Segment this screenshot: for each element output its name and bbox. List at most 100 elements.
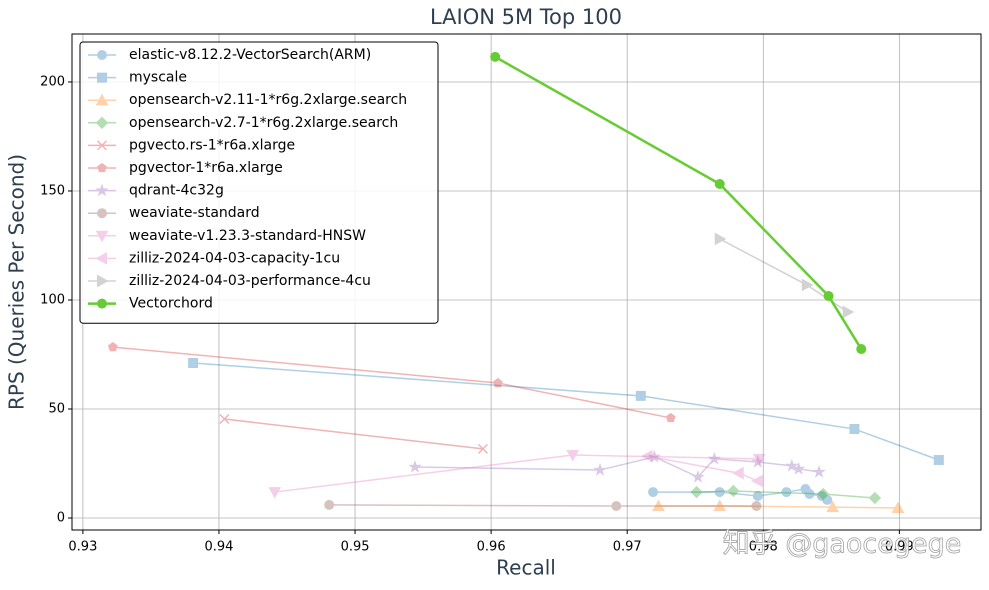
x-tick-label: 0.98 (749, 540, 778, 555)
legend-label: weaviate-standard (129, 205, 260, 221)
series-line (494, 55, 863, 350)
data-point (812, 464, 826, 478)
y-axis-label: RPS (Queries Per Second) (5, 154, 29, 410)
data-point (324, 499, 335, 510)
data-point (707, 451, 721, 465)
data-point (566, 450, 580, 462)
series (188, 357, 944, 466)
data-point (107, 341, 118, 352)
series (268, 450, 766, 499)
series-line (112, 346, 671, 419)
legend-label: Vectorchord (129, 296, 213, 312)
data-point (868, 491, 882, 505)
data-point (188, 357, 199, 368)
series (324, 499, 762, 512)
legend-marker (97, 298, 107, 309)
legend-entry (88, 208, 116, 219)
legend: elastic-v8.12.2-VectorSearch(ARM) myscale… (79, 41, 439, 324)
legend-entry (88, 298, 116, 309)
data-point (635, 390, 646, 401)
legend-label: weaviate-v1.23.3-standard-HNSW (129, 228, 366, 244)
x-tick-label: 0.94 (204, 540, 233, 555)
legend-entry (88, 116, 116, 130)
data-point (822, 494, 833, 505)
series (107, 341, 676, 423)
data-point (714, 178, 725, 189)
data-point (268, 487, 282, 499)
series-line (647, 455, 759, 482)
data-point (804, 489, 815, 500)
series (641, 449, 763, 488)
data-point (816, 487, 830, 501)
legend-entry (88, 230, 116, 243)
watermark: 知乎 @gaocegege (723, 529, 962, 560)
series (690, 484, 882, 505)
legend-entry (88, 72, 116, 83)
x-tick-label: 0.93 (68, 540, 97, 555)
legend-label: zilliz-2024-04-03-capacity-1cu (129, 250, 340, 266)
data-point (816, 490, 827, 501)
legend-marker (95, 116, 109, 130)
x-tick-label: 0.95 (341, 540, 370, 555)
series (714, 232, 855, 319)
series-line (193, 362, 940, 461)
data-point (714, 487, 725, 498)
legend-label: opensearch-v2.7-1*r6g.2xlarge.search (129, 115, 398, 131)
data-point (826, 500, 840, 513)
data-point (801, 278, 814, 292)
series-line (658, 505, 899, 509)
data-point (856, 344, 867, 355)
legend-marker (95, 230, 109, 243)
legend-label: elastic-v8.12.2-VectorSearch(ARM) (129, 47, 371, 63)
data-point (891, 501, 905, 513)
series (652, 499, 905, 513)
legend-entry (88, 93, 116, 106)
data-point (408, 459, 422, 473)
legend-marker (95, 252, 107, 265)
y-tick-label: 100 (40, 292, 65, 307)
data-point (727, 484, 740, 498)
data-point (713, 499, 727, 512)
series-line (274, 454, 760, 493)
data-point (751, 454, 765, 468)
plot-frame (71, 33, 982, 531)
y-tick-label: 0 (57, 511, 65, 526)
data-point (842, 305, 855, 319)
data-point (933, 455, 944, 466)
x-axis-label: Recall (496, 556, 556, 580)
data-point (477, 443, 488, 454)
data-point (791, 461, 806, 475)
data-point (849, 424, 860, 435)
data-point (714, 232, 727, 246)
legend-label: opensearch-v2.11-1*r6g.2xlarge.search (129, 92, 407, 108)
legend-entry (88, 183, 116, 197)
data-point (752, 490, 763, 501)
series (219, 413, 488, 454)
legend-marker (97, 72, 107, 83)
legend-entry (88, 252, 116, 265)
legend-label: myscale (129, 70, 187, 86)
data-point (652, 499, 665, 512)
series-line (653, 488, 828, 501)
legend-box (79, 41, 439, 324)
series (490, 51, 867, 355)
legend-marker (96, 140, 108, 151)
legend-label: pgvector-1*r6a.xlarge (129, 160, 283, 176)
legend-marker (97, 208, 107, 219)
data-point (691, 469, 705, 483)
data-point (593, 463, 607, 476)
series-line (329, 504, 757, 507)
legend-marker (97, 274, 109, 288)
x-tick-label: 0.97 (613, 540, 642, 555)
legend-marker (95, 183, 109, 197)
data-point (647, 449, 662, 463)
x-tick-label: 0.99 (885, 540, 914, 555)
data-point (751, 474, 763, 488)
y-tick-label: 200 (40, 74, 65, 89)
series-line (224, 418, 484, 450)
legend-entry (88, 274, 116, 288)
data-point (781, 487, 792, 498)
data-point (648, 487, 659, 498)
data-point (752, 453, 766, 466)
